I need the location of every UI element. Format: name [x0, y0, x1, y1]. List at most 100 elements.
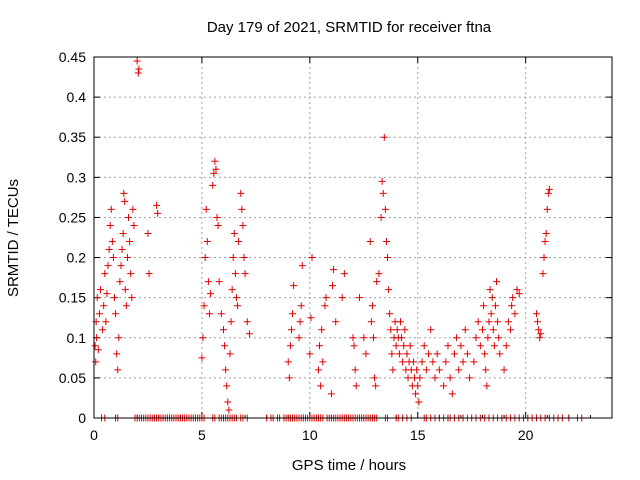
data-point [199, 334, 207, 342]
data-point [217, 310, 225, 318]
data-point [211, 157, 219, 165]
data-point [226, 350, 234, 358]
data-point [509, 294, 517, 302]
data-point [398, 334, 406, 342]
data-point [203, 238, 211, 246]
data-point [209, 181, 217, 189]
data-point [404, 374, 412, 382]
data-point [400, 342, 408, 350]
data-point [221, 342, 229, 350]
grid [94, 57, 612, 418]
data-point [435, 366, 443, 374]
data-point [396, 318, 404, 326]
y-tick-label: 0.45 [59, 49, 86, 65]
data-point [316, 342, 324, 350]
data-point [240, 254, 248, 262]
data-point [367, 318, 375, 326]
data-point [227, 318, 235, 326]
data-point [494, 318, 502, 326]
data-point [232, 294, 240, 302]
data-point [290, 282, 298, 290]
data-point [491, 302, 499, 310]
data-point [117, 262, 125, 270]
y-tick-label: 0.35 [59, 129, 86, 145]
data-point [368, 302, 376, 310]
data-point [459, 358, 467, 366]
data-point [321, 302, 329, 310]
data-point [433, 350, 441, 358]
data-point [541, 238, 549, 246]
data-point [99, 326, 107, 334]
data-point [198, 354, 206, 362]
data-point [539, 270, 547, 278]
data-point [100, 302, 108, 310]
data-point [224, 398, 232, 406]
data-point [415, 398, 423, 406]
data-point [495, 334, 503, 342]
data-point [314, 366, 322, 374]
data-point [496, 350, 504, 358]
data-point [286, 342, 294, 350]
data-point [440, 382, 448, 390]
x-tick-label: 20 [518, 427, 534, 443]
data-point [243, 318, 251, 326]
data-point [489, 326, 497, 334]
data-point [154, 209, 162, 217]
data-point [543, 205, 551, 213]
data-point [129, 205, 137, 213]
data-point [535, 326, 543, 334]
data-point [413, 366, 421, 374]
y-tick-label: 0.2 [67, 250, 87, 266]
data-point [511, 310, 519, 318]
data-point [403, 350, 411, 358]
data-point [480, 302, 488, 310]
data-point [502, 342, 510, 350]
y-tick-label: 0.15 [59, 290, 86, 306]
data-point [381, 205, 389, 213]
data-point [223, 382, 231, 390]
data-point [429, 358, 437, 366]
data-point [416, 374, 424, 382]
y-axis-label: SRMTID / TECUs [5, 179, 22, 297]
data-point [446, 374, 454, 382]
data-point [427, 326, 435, 334]
data-point [360, 334, 368, 342]
data-point [479, 326, 486, 334]
data-point [128, 294, 136, 302]
data-point [127, 270, 135, 278]
y-tick-label: 0.3 [67, 169, 87, 185]
data-point [222, 366, 230, 374]
data-point [204, 278, 212, 286]
data-point [212, 165, 220, 173]
y-tick-label: 0.25 [59, 209, 86, 225]
data-point [105, 246, 113, 254]
data-point [355, 294, 363, 302]
x-tick-label: 15 [410, 427, 426, 443]
data-point [542, 229, 550, 237]
data-point [322, 294, 330, 302]
data-point [455, 366, 463, 374]
data-point [109, 254, 117, 262]
data-point [122, 302, 130, 310]
data-point [119, 229, 127, 237]
data-point [425, 350, 433, 358]
data-point [101, 270, 109, 278]
data-point [372, 382, 380, 390]
data-point [382, 238, 390, 246]
data-point [513, 286, 521, 294]
data-point [375, 270, 383, 278]
data-point [207, 290, 215, 298]
data-point [93, 294, 101, 302]
data-point [493, 278, 501, 286]
x-tick-label: 0 [90, 427, 98, 443]
data-point [202, 205, 210, 213]
data-point [201, 254, 209, 262]
data-point [414, 382, 422, 390]
data-point [113, 350, 121, 358]
data-point [102, 318, 110, 326]
data-point [379, 189, 387, 197]
data-point [466, 374, 474, 382]
data-point [121, 197, 129, 205]
data-point [395, 350, 403, 358]
data-point [386, 310, 394, 318]
